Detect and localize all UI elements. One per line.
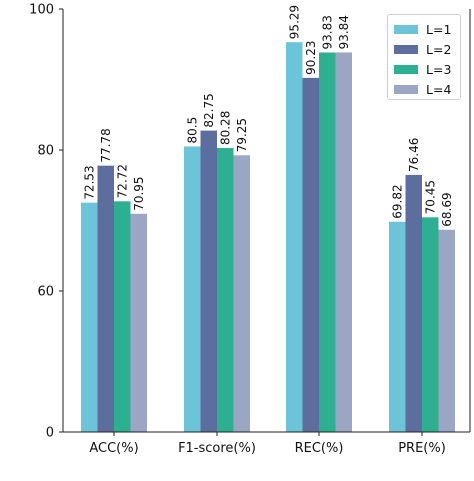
value-label-L=3-F1-score(%): 80.28 xyxy=(219,111,233,145)
x-tick-label: F1-score(%) xyxy=(178,441,256,456)
bar-L=1-REC(%) xyxy=(286,42,303,432)
y-tick-label: 60 xyxy=(37,285,54,300)
bar-L=2-PRE(%) xyxy=(405,174,422,432)
legend-swatch-l1 xyxy=(394,24,418,34)
bar-L=4-ACC(%) xyxy=(130,213,147,432)
value-label-L=2-REC(%): 90.23 xyxy=(304,41,318,75)
bar-L=4-PRE(%) xyxy=(438,229,455,432)
legend-swatch-l3 xyxy=(394,64,418,74)
value-label-L=4-F1-score(%): 79.25 xyxy=(235,118,249,152)
legend-item-l3: L=3 xyxy=(394,59,451,79)
value-label-L=4-REC(%): 93.84 xyxy=(337,15,351,49)
value-label-L=1-F1-score(%): 80.5 xyxy=(186,117,200,144)
bar-L=2-ACC(%) xyxy=(97,165,114,432)
value-label-L=4-PRE(%): 68.69 xyxy=(440,192,454,226)
bar-L=3-ACC(%) xyxy=(114,201,131,432)
bar-L=4-REC(%) xyxy=(335,52,352,432)
value-label-L=3-PRE(%): 70.45 xyxy=(424,180,438,214)
bar-L=1-PRE(%) xyxy=(389,221,406,432)
y-tick-label: 0 xyxy=(46,426,54,441)
value-label-L=4-ACC(%): 70.95 xyxy=(132,176,146,210)
bars-layer xyxy=(81,42,455,433)
value-label-L=1-PRE(%): 69.82 xyxy=(391,184,405,218)
legend-label-l2: L=2 xyxy=(426,41,452,57)
bar-L=1-F1-score(%) xyxy=(184,146,201,432)
x-tick-label: ACC(%) xyxy=(89,441,138,456)
legend-label-l4: L=4 xyxy=(426,81,452,97)
value-label-L=3-ACC(%): 72.72 xyxy=(116,164,130,198)
x-tick-label: REC(%) xyxy=(295,441,344,456)
axes-layer: ACC(%) F1-score(%) REC(%) PRE(%) 0 60 80 100 xyxy=(29,3,471,456)
y-tick-label: 80 xyxy=(37,144,54,159)
bar-L=3-REC(%) xyxy=(319,52,336,432)
value-label-L=2-ACC(%): 77.78 xyxy=(99,128,113,162)
legend-swatch-l2 xyxy=(394,44,418,54)
legend-item-l4: L=4 xyxy=(394,79,451,99)
y-tick-label: 100 xyxy=(29,3,54,18)
bar-L=1-ACC(%) xyxy=(81,202,98,432)
bar-L=4-F1-score(%) xyxy=(233,155,250,432)
legend-item-l2: L=2 xyxy=(394,39,451,59)
value-label-L=1-ACC(%): 72.53 xyxy=(83,165,97,199)
legend-item-l1: L=1 xyxy=(394,19,451,39)
bar-L=2-REC(%) xyxy=(302,77,319,432)
legend-swatch-l4 xyxy=(394,84,418,94)
x-tick-label: PRE(%) xyxy=(398,441,446,456)
legend: L=1 L=2 L=3 L=4 xyxy=(387,14,461,100)
bar-L=2-F1-score(%) xyxy=(200,130,217,433)
value-label-L=2-F1-score(%): 82.75 xyxy=(202,93,216,127)
bar-L=3-PRE(%) xyxy=(422,217,439,432)
value-label-L=2-PRE(%): 76.46 xyxy=(407,138,421,172)
bar-L=3-F1-score(%) xyxy=(217,148,234,432)
value-label-L=1-REC(%): 95.29 xyxy=(288,5,302,39)
legend-label-l3: L=3 xyxy=(426,61,452,77)
legend-label-l1: L=1 xyxy=(426,21,452,37)
value-label-L=3-REC(%): 93.83 xyxy=(321,15,335,49)
